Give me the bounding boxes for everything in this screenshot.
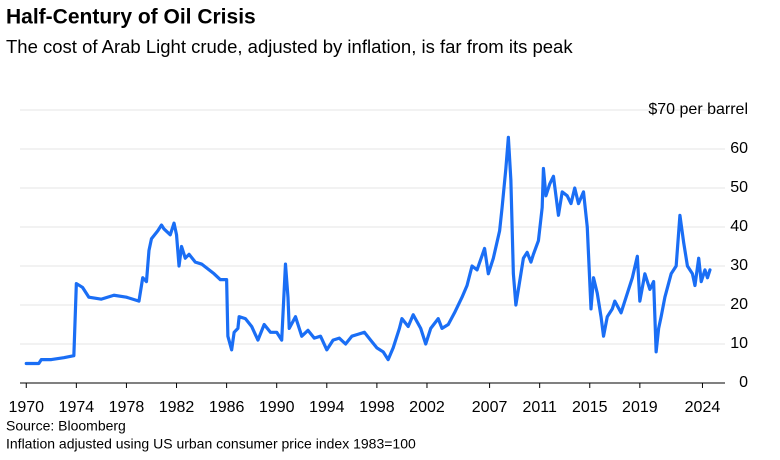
x-tick-label: 2007 (472, 399, 508, 416)
x-tick-label: 2011 (522, 399, 557, 416)
x-tick-label: 2019 (622, 399, 658, 416)
y-tick-label: $70 per barrel (648, 101, 748, 118)
x-tick-label: 2002 (409, 399, 445, 416)
x-tick-label: 1982 (159, 399, 195, 416)
price-line (24, 135, 712, 366)
y-tick-label: 60 (730, 140, 748, 157)
y-tick-label: 50 (730, 179, 748, 196)
x-tick-label: 2024 (685, 399, 721, 416)
y-tick-label: 10 (730, 335, 748, 352)
chart-title: Half-Century of Oil Crisis (6, 6, 256, 29)
note: Inflation adjusted using US urban consum… (6, 436, 416, 452)
x-tick-label: 1990 (259, 399, 295, 416)
x-tick-label: 1994 (309, 399, 345, 416)
y-tick-label: 40 (730, 218, 748, 235)
y-tick-label: 30 (730, 257, 748, 274)
x-tick-label: 2015 (572, 399, 608, 416)
x-tick-label: 1986 (209, 399, 245, 416)
chart-subtitle: The cost of Arab Light crude, adjusted b… (6, 36, 573, 57)
y-tick-label: 0 (739, 374, 748, 391)
x-tick-label: 1978 (109, 399, 145, 416)
x-tick-label: 1970 (8, 399, 44, 416)
x-tick-label: 1998 (359, 399, 395, 416)
x-tick-label: 1974 (59, 399, 95, 416)
y-tick-label: 20 (730, 296, 748, 313)
source: Source: Bloomberg (6, 418, 126, 434)
